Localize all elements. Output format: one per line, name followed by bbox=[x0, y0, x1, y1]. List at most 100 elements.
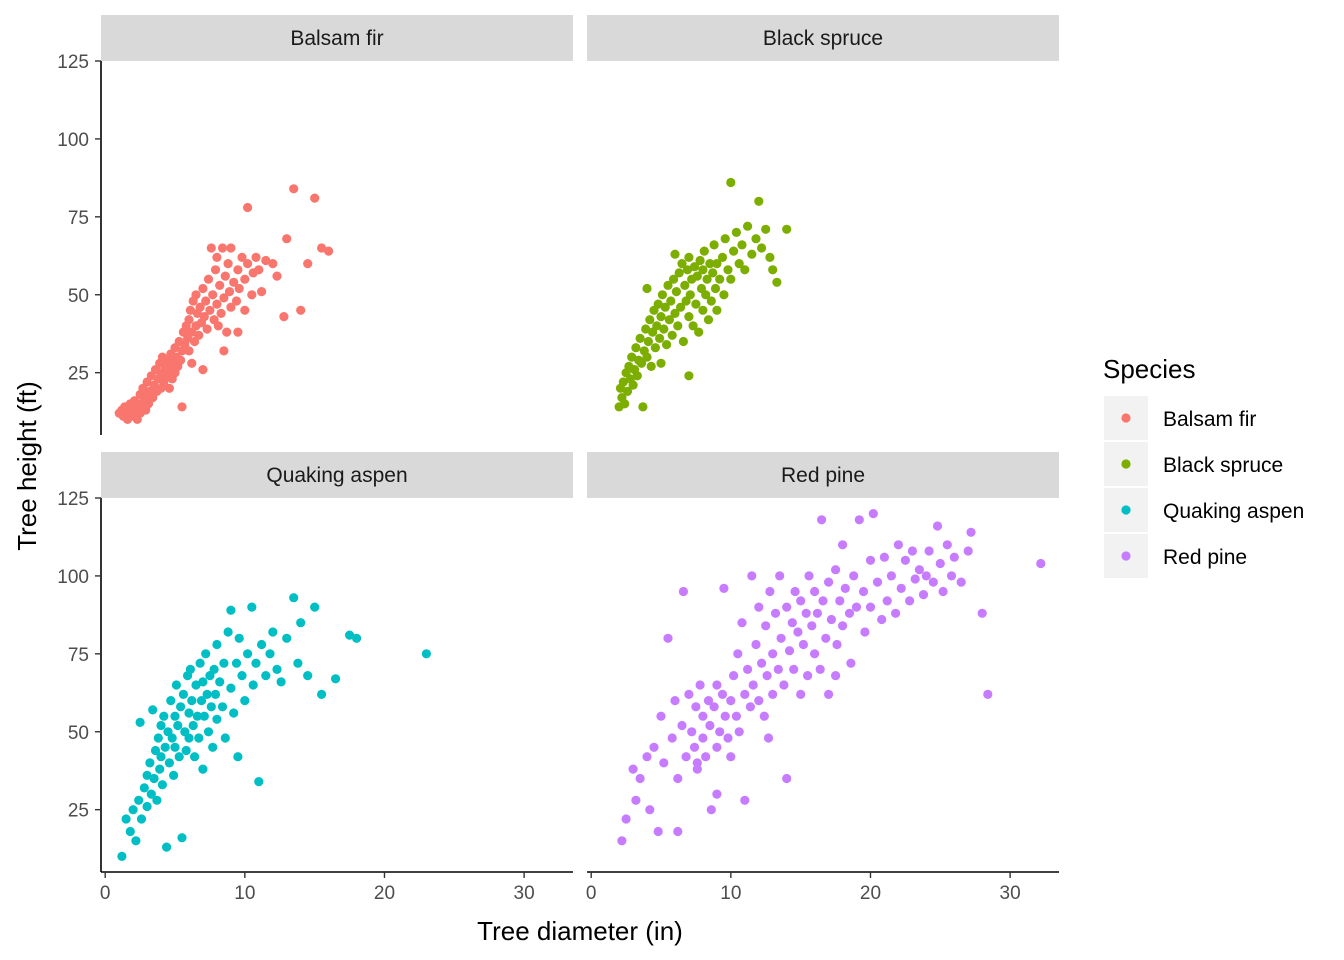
data-point bbox=[726, 752, 736, 762]
data-point bbox=[303, 259, 313, 269]
data-point bbox=[331, 674, 341, 684]
data-point bbox=[198, 764, 208, 774]
data-point bbox=[205, 305, 215, 315]
data-point bbox=[685, 290, 695, 300]
data-point bbox=[206, 702, 216, 712]
data-point bbox=[310, 193, 320, 203]
data-point bbox=[185, 664, 195, 675]
x-tick-label: 0 bbox=[100, 883, 111, 904]
legend-label-black-spruce: Black spruce bbox=[1163, 454, 1283, 477]
data-point bbox=[865, 555, 876, 565]
data-point bbox=[212, 252, 222, 262]
data-point bbox=[723, 265, 733, 275]
data-point bbox=[135, 717, 145, 728]
data-point bbox=[261, 255, 271, 266]
data-point bbox=[641, 324, 651, 334]
data-point bbox=[772, 277, 782, 287]
data-point bbox=[956, 577, 966, 587]
data-point bbox=[169, 770, 179, 781]
data-point bbox=[209, 664, 219, 675]
data-point bbox=[198, 365, 208, 375]
data-point bbox=[751, 639, 761, 650]
data-point bbox=[768, 265, 778, 275]
data-point bbox=[681, 752, 691, 762]
data-point bbox=[642, 752, 652, 762]
data-point bbox=[743, 664, 753, 675]
data-point bbox=[660, 302, 670, 312]
data-point bbox=[222, 327, 232, 337]
data-point bbox=[152, 795, 162, 805]
data-point bbox=[854, 515, 864, 525]
y-tick-label: 25 bbox=[68, 364, 89, 385]
data-point bbox=[717, 689, 728, 700]
data-point bbox=[650, 343, 661, 353]
data-point bbox=[212, 714, 222, 724]
data-point bbox=[198, 677, 208, 687]
data-point bbox=[257, 639, 267, 650]
data-point bbox=[723, 733, 733, 743]
data-point bbox=[254, 265, 264, 275]
data-point bbox=[662, 340, 672, 350]
data-point bbox=[831, 671, 841, 681]
data-point bbox=[677, 720, 687, 731]
data-point bbox=[796, 596, 806, 606]
data-point bbox=[835, 596, 845, 606]
panel-red-pine: Red pine 0 10 20 30 bbox=[586, 452, 1059, 904]
data-point bbox=[932, 521, 943, 531]
data-point bbox=[886, 571, 897, 581]
data-point bbox=[226, 683, 236, 693]
data-point bbox=[208, 290, 218, 300]
data-point bbox=[226, 243, 236, 253]
data-point bbox=[208, 742, 218, 752]
data-point bbox=[733, 649, 743, 659]
data-point bbox=[815, 664, 825, 675]
data-point bbox=[638, 402, 648, 412]
data-point bbox=[188, 720, 198, 731]
data-point bbox=[145, 758, 155, 768]
data-point bbox=[705, 720, 715, 731]
data-point bbox=[684, 689, 694, 700]
data-point bbox=[818, 596, 828, 606]
data-point bbox=[136, 814, 147, 824]
data-point bbox=[190, 752, 200, 762]
data-point bbox=[618, 377, 628, 387]
data-point bbox=[162, 842, 172, 852]
data-point bbox=[216, 308, 226, 318]
data-point bbox=[872, 577, 883, 587]
strip-background-balsam-fir bbox=[101, 15, 573, 61]
data-point bbox=[751, 234, 761, 244]
data-point bbox=[215, 677, 225, 687]
data-point bbox=[676, 302, 686, 312]
data-point bbox=[210, 265, 221, 275]
data-point bbox=[248, 680, 258, 690]
data-point bbox=[703, 696, 714, 706]
data-point bbox=[720, 711, 730, 721]
panel-quaking-aspen: Quaking aspen 25 50 75 100 125 0 10 20 30 bbox=[57, 452, 573, 904]
data-point bbox=[910, 574, 920, 584]
data-point bbox=[177, 402, 187, 412]
data-point bbox=[215, 280, 225, 290]
data-point bbox=[670, 308, 680, 318]
data-point bbox=[217, 243, 228, 253]
data-point bbox=[670, 696, 680, 706]
data-point bbox=[757, 658, 767, 668]
data-point bbox=[257, 287, 267, 297]
legend: Species Balsam fir Black spruce Quaking asp… bbox=[1103, 354, 1304, 578]
data-point bbox=[761, 224, 771, 234]
data-point bbox=[782, 773, 792, 784]
data-point bbox=[642, 283, 652, 294]
data-point bbox=[879, 552, 890, 562]
data-point bbox=[303, 671, 313, 681]
data-point bbox=[251, 252, 261, 262]
data-point bbox=[893, 540, 904, 550]
data-point bbox=[142, 801, 152, 812]
data-point bbox=[761, 621, 771, 631]
data-point bbox=[194, 733, 204, 743]
strip-background-quaking-aspen bbox=[101, 452, 573, 498]
data-point bbox=[720, 234, 730, 244]
data-point bbox=[224, 287, 235, 297]
data-point bbox=[684, 252, 694, 262]
data-point bbox=[924, 546, 934, 556]
y-tick-label: 125 bbox=[57, 489, 89, 510]
data-point bbox=[667, 330, 677, 340]
